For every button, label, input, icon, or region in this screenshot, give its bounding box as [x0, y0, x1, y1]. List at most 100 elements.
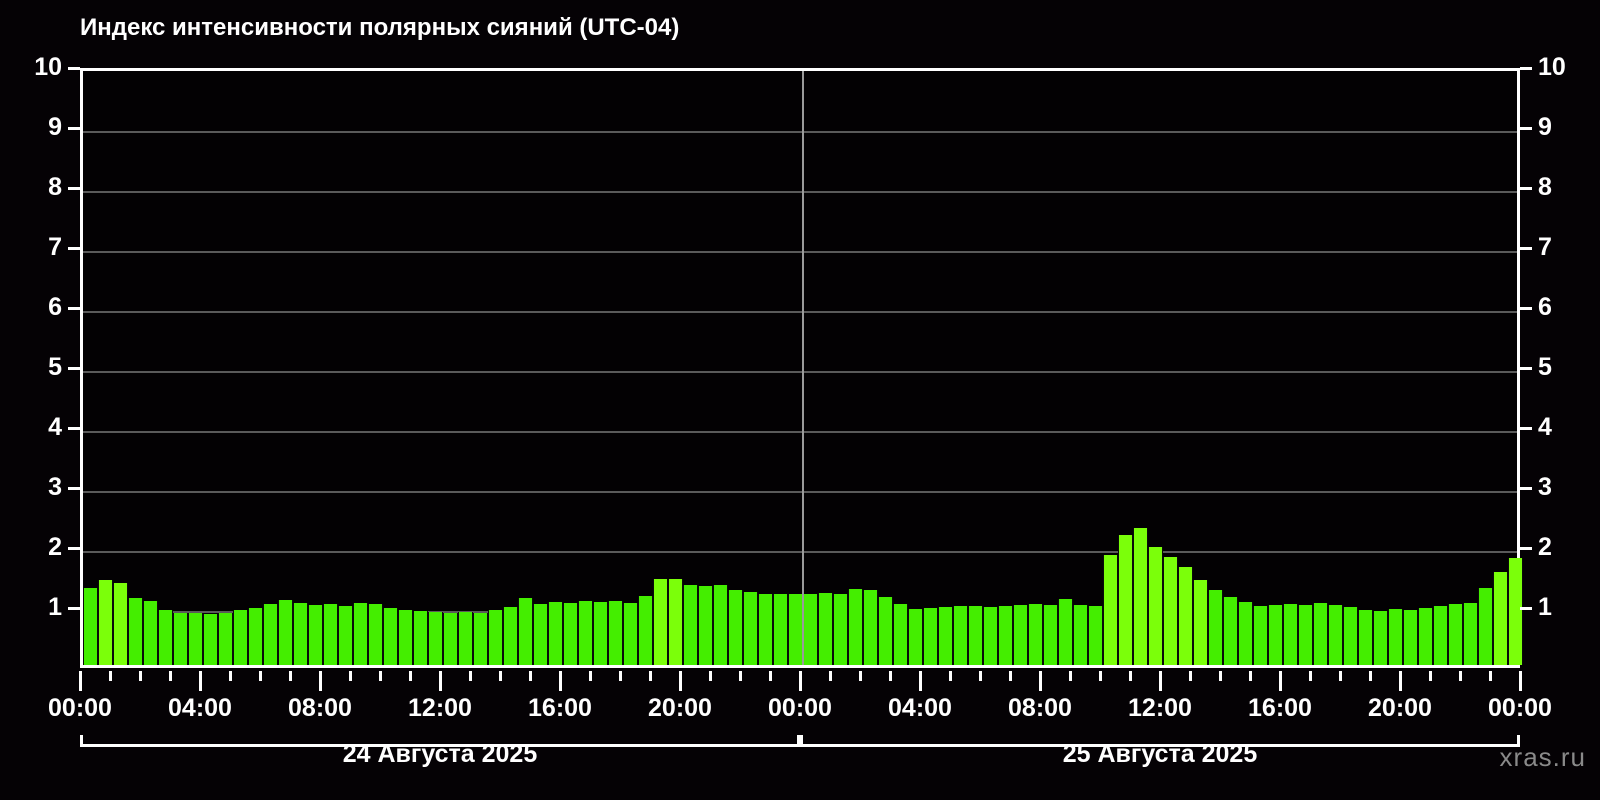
x-tick-minor: [588, 671, 592, 681]
bar: [1448, 603, 1463, 665]
gridline: [83, 191, 1517, 193]
bar: [323, 603, 338, 665]
x-tick-label: 04:00: [168, 694, 232, 722]
bar: [698, 586, 713, 665]
bar: [1478, 587, 1493, 665]
y-tick-mark: [68, 487, 80, 490]
x-tick-minor: [1188, 671, 1192, 681]
x-tick-minor: [1488, 671, 1492, 681]
day-label: 25 Августа 2025: [1062, 740, 1258, 768]
y-tick-label: 2: [1538, 533, 1552, 561]
bar: [158, 610, 173, 665]
bar: [1073, 605, 1088, 665]
bar: [1373, 611, 1388, 665]
bar: [1508, 558, 1523, 665]
bar: [908, 609, 923, 665]
bar: [1238, 602, 1253, 665]
x-tick-major: [918, 671, 922, 691]
x-tick-minor: [828, 671, 832, 681]
bar: [1418, 608, 1433, 665]
y-tick-mark: [68, 427, 80, 430]
bar: [233, 609, 248, 665]
x-tick-label: 16:00: [528, 694, 592, 722]
bar: [1163, 557, 1178, 665]
x-tick-major: [1398, 671, 1402, 691]
bar: [878, 596, 893, 665]
x-tick-label: 00:00: [768, 694, 832, 722]
bar: [353, 603, 368, 665]
bar: [263, 604, 278, 665]
x-tick-minor: [498, 671, 502, 681]
gridline: [83, 311, 1517, 313]
bar: [758, 593, 773, 665]
bar: [338, 605, 353, 665]
x-tick-minor: [1368, 671, 1372, 681]
bar: [83, 588, 98, 665]
y-tick-mark: [68, 67, 80, 70]
bar: [1433, 606, 1448, 665]
bar: [1028, 604, 1043, 665]
bar: [383, 608, 398, 665]
x-tick-minor: [348, 671, 352, 681]
bar: [1103, 555, 1118, 665]
y-tick-mark: [68, 607, 80, 610]
x-tick-major: [1158, 671, 1162, 691]
y-tick-label: 8: [1538, 173, 1552, 201]
bar: [863, 590, 878, 665]
y-tick-label: 4: [48, 413, 62, 441]
gridline: [83, 431, 1517, 433]
bar: [1013, 605, 1028, 665]
gridline: [83, 551, 1517, 553]
bar: [818, 593, 833, 665]
y-tick-label: 8: [48, 173, 62, 201]
bar: [188, 613, 203, 665]
bar: [848, 589, 863, 665]
y-tick-mark: [1520, 67, 1532, 70]
x-tick-major: [318, 671, 322, 691]
bar: [1253, 605, 1268, 665]
x-tick-major: [1278, 671, 1282, 691]
gridline: [83, 131, 1517, 133]
x-tick-major: [198, 671, 202, 691]
bar: [248, 608, 263, 665]
x-tick-minor: [888, 671, 892, 681]
bar: [1313, 602, 1328, 665]
bar: [1133, 527, 1148, 665]
bar: [368, 603, 383, 665]
bar: [1283, 603, 1298, 665]
bar: [1343, 607, 1358, 665]
bar: [728, 590, 743, 665]
bar: [1403, 609, 1418, 665]
y-tick-label: 9: [1538, 113, 1552, 141]
bar: [1058, 599, 1073, 665]
x-tick-minor: [408, 671, 412, 681]
gridline: [83, 371, 1517, 373]
y-tick-mark: [1520, 367, 1532, 370]
x-tick-minor: [1458, 671, 1462, 681]
bar: [1178, 567, 1193, 665]
y-tick-mark: [1520, 307, 1532, 310]
x-tick-minor: [948, 671, 952, 681]
bar: [503, 606, 518, 665]
day-label: 24 Августа 2025: [342, 740, 538, 768]
bar: [203, 614, 218, 665]
bar: [788, 594, 803, 665]
y-tick-mark: [68, 367, 80, 370]
bar: [1223, 596, 1238, 665]
bar: [578, 601, 593, 665]
bar: [398, 610, 413, 665]
x-tick-minor: [1068, 671, 1072, 681]
bar: [668, 579, 683, 665]
y-tick-label: 3: [1538, 473, 1552, 501]
x-tick-minor: [768, 671, 772, 681]
y-tick-label: 5: [48, 353, 62, 381]
x-tick-major: [798, 671, 802, 691]
x-tick-minor: [1248, 671, 1252, 681]
x-tick-minor: [228, 671, 232, 681]
bar: [593, 602, 608, 665]
x-tick-major: [438, 671, 442, 691]
bar: [1043, 605, 1058, 665]
y-tick-mark: [1520, 247, 1532, 250]
y-tick-label: 1: [1538, 593, 1552, 621]
bar: [128, 597, 143, 665]
